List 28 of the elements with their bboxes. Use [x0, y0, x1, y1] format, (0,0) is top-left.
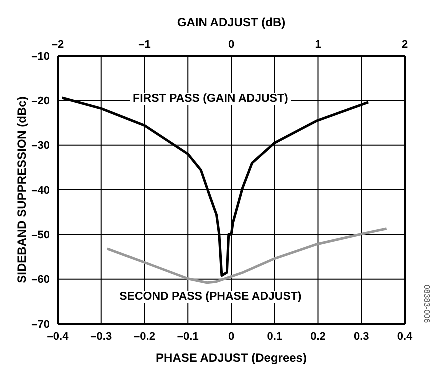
- x2-tick-label: 0: [228, 39, 235, 51]
- series-label: SECOND PASS (PHASE ADJUST): [116, 291, 305, 304]
- x2-tick-label: 1: [315, 39, 322, 51]
- x-tick-label: –0.1: [177, 330, 199, 343]
- x-tick-label: 0.1: [267, 330, 283, 343]
- y-axis-title: SIDEBAND SUPPRESSION (dBc): [15, 96, 29, 284]
- x-tick-label: 0.4: [397, 330, 414, 343]
- line-series: [106, 228, 388, 284]
- x-tick-label: –0.3: [90, 330, 112, 343]
- x-tick-label: 0.3: [354, 330, 370, 343]
- y-tick-label: –40: [32, 184, 50, 197]
- x-tick-label: 0.2: [310, 330, 326, 343]
- y-tick-label: –70: [32, 318, 50, 331]
- x-axis-title: PHASE ADJUST (Degrees): [156, 351, 307, 365]
- y-tick-label: –50: [32, 230, 50, 242]
- x-tick-label: 0: [228, 330, 235, 343]
- x-tick-label: –0.2: [134, 330, 156, 343]
- x2-tick-label: –2: [52, 39, 64, 51]
- series-label: FIRST PASS (GAIN ADJUST): [130, 92, 292, 105]
- y-tick-label: –10: [32, 50, 50, 63]
- x2-axis-title: GAIN ADJUST (dB): [177, 16, 286, 30]
- y-tick-label: –60: [32, 274, 50, 286]
- y-tick-label: –30: [32, 140, 50, 152]
- x2-tick-label: 2: [402, 39, 408, 51]
- text: 08383-006: [422, 284, 432, 324]
- x2-tick-label: –1: [138, 39, 151, 51]
- y-tick-label: –20: [32, 96, 50, 108]
- x-tick-label: –0.4: [47, 330, 70, 343]
